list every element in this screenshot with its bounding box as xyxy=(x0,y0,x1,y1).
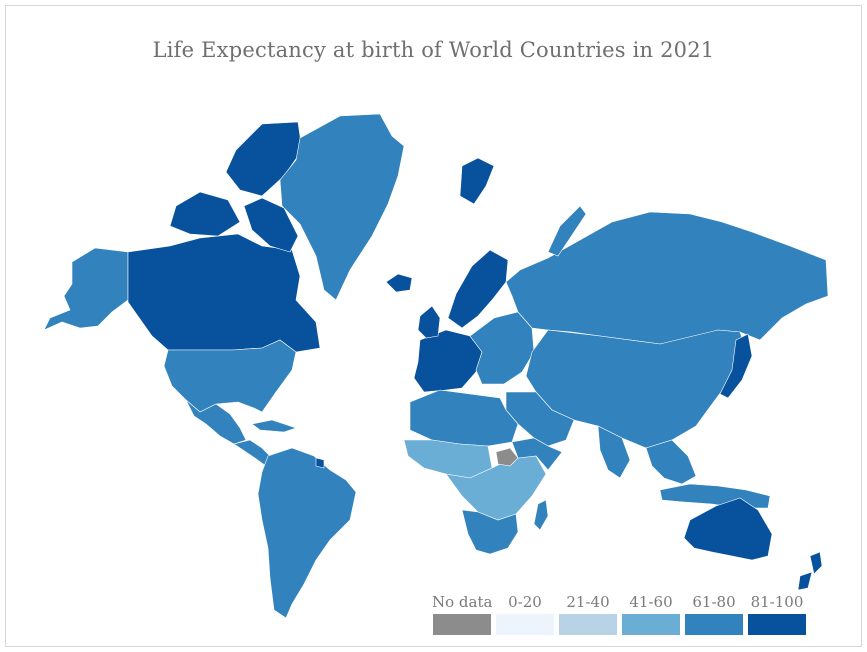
legend-label: 61-80 xyxy=(692,593,736,611)
legend-label: 0-20 xyxy=(508,593,542,611)
region-svalbard[interactable] xyxy=(459,157,495,205)
region-canada-arctic-3[interactable] xyxy=(243,197,299,253)
region-indonesia[interactable] xyxy=(659,483,771,509)
region-southeast-asia[interactable] xyxy=(645,439,697,485)
legend-item-no-data[interactable]: No data xyxy=(432,592,492,635)
region-south-america[interactable] xyxy=(257,447,357,619)
region-russia[interactable] xyxy=(505,211,829,345)
region-central-africa[interactable] xyxy=(445,455,547,521)
region-caribbean[interactable] xyxy=(251,419,297,433)
legend-swatch-81-100 xyxy=(748,614,806,635)
region-scandinavia[interactable] xyxy=(447,249,509,329)
legend-item-41-60[interactable]: 41-60 xyxy=(621,592,681,635)
region-new-zealand-south[interactable] xyxy=(797,571,813,591)
region-madagascar[interactable] xyxy=(533,499,549,531)
region-horn-of-africa[interactable] xyxy=(511,437,563,471)
region-no-data[interactable] xyxy=(495,447,519,467)
region-india[interactable] xyxy=(597,425,631,479)
legend-item-21-40[interactable]: 21-40 xyxy=(558,592,618,635)
legend-swatch-41-60 xyxy=(622,614,680,635)
legend-item-61-80[interactable]: 61-80 xyxy=(684,592,744,635)
region-southern-africa[interactable] xyxy=(461,509,519,555)
region-uk[interactable] xyxy=(417,305,441,339)
legend: No data 0-20 21-40 41-60 61-80 81-100 xyxy=(432,592,812,640)
legend-label: 41-60 xyxy=(629,593,673,611)
region-canada[interactable] xyxy=(127,233,321,353)
region-usa[interactable] xyxy=(163,339,297,413)
region-canada-arctic-2[interactable] xyxy=(169,191,241,237)
legend-label: No data xyxy=(432,593,493,611)
region-alaska[interactable] xyxy=(43,247,129,331)
legend-item-0-20[interactable]: 0-20 xyxy=(495,592,555,635)
region-australia[interactable] xyxy=(683,497,773,561)
region-west-africa[interactable] xyxy=(403,439,493,479)
legend-item-81-100[interactable]: 81-100 xyxy=(747,592,807,635)
map-title: Life Expectancy at birth of World Countr… xyxy=(152,38,715,62)
region-western-europe[interactable] xyxy=(413,329,483,393)
region-iceland[interactable] xyxy=(385,273,413,293)
legend-swatch-no-data xyxy=(433,614,491,635)
region-japan[interactable] xyxy=(719,333,753,399)
legend-swatch-61-80 xyxy=(685,614,743,635)
region-eastern-europe[interactable] xyxy=(469,311,535,385)
region-north-africa[interactable] xyxy=(409,389,519,447)
region-mexico[interactable] xyxy=(185,399,247,445)
legend-label: 21-40 xyxy=(566,593,610,611)
region-novaya-zemlya[interactable] xyxy=(547,205,587,257)
region-greenland[interactable] xyxy=(279,113,405,301)
legend-label: 81-100 xyxy=(750,593,804,611)
legend-swatch-21-40 xyxy=(559,614,617,635)
region-french-guiana[interactable] xyxy=(315,457,325,469)
legend-swatch-0-20 xyxy=(496,614,554,635)
region-new-zealand[interactable] xyxy=(809,551,823,575)
